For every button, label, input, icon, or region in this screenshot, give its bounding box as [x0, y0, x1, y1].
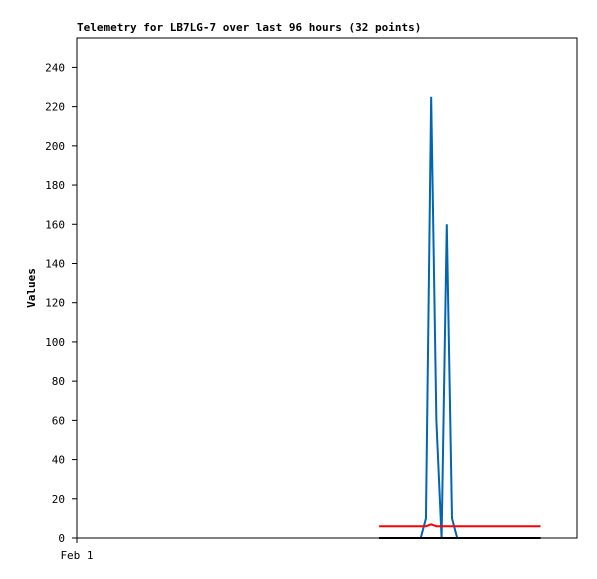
y-tick-label: 240 [45, 61, 65, 74]
y-tick-label: 220 [45, 101, 65, 114]
plot-frame [76, 37, 578, 539]
y-tick-label: 40 [52, 454, 65, 467]
chart-title: Telemetry for LB7LG-7 over last 96 hours… [77, 21, 421, 34]
y-tick-label: 60 [52, 414, 65, 427]
y-axis-label: Values [25, 268, 38, 308]
y-tick-label: 180 [45, 179, 65, 192]
y-tick-label: 100 [45, 336, 65, 349]
y-tick-label: 120 [45, 297, 65, 310]
y-tick-label: 160 [45, 218, 65, 231]
y-tick-label: 200 [45, 140, 65, 153]
y-tick-label: 80 [52, 375, 65, 388]
series-line [379, 523, 541, 528]
x-tick-label: Feb 1 [60, 549, 93, 562]
y-tick-label: 140 [45, 257, 65, 270]
y-tick-label: 20 [52, 493, 65, 506]
y-tick-label: 0 [58, 532, 65, 545]
